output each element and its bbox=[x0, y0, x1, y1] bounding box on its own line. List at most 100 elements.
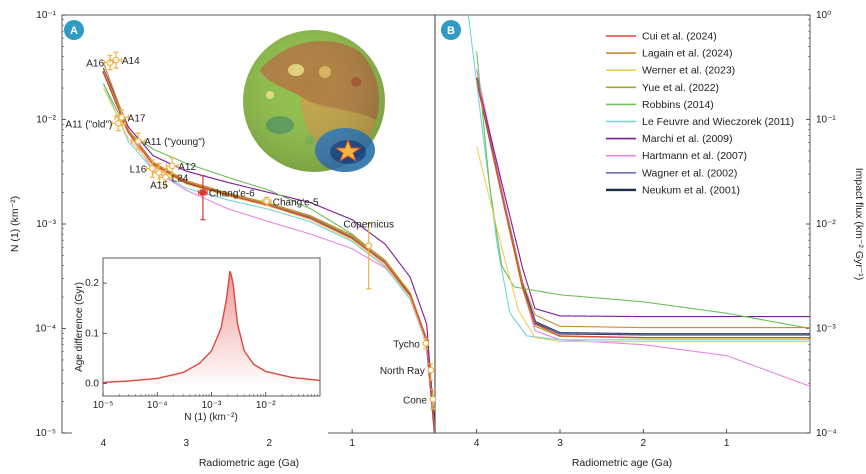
inset-y-tick-label: 0.2 bbox=[85, 278, 99, 289]
y-tick-label: 10⁻¹ bbox=[36, 10, 56, 21]
panel-a-plot: 4 3 2 1 10⁻¹ 10⁻² 10⁻³ 10⁻⁴ 10⁻⁵ A16 A14 A17 A11 ("o… bbox=[35, 10, 437, 449]
inset-xlabel: N (1) (km⁻²) bbox=[184, 412, 238, 423]
panel-b-plot: 4 3 2 1 10⁰ 10⁻¹ 10⁻² 10⁻³ 10⁻⁴ bbox=[467, 10, 837, 449]
legend-label: Yue et al. (2022) bbox=[642, 82, 719, 94]
legend-entry: Cui et al. (2024) bbox=[606, 31, 717, 43]
legend-label: Robbins (2014) bbox=[642, 99, 714, 111]
inset-x-tick-label: 10⁻² bbox=[256, 400, 276, 411]
calibration-label: A16 bbox=[86, 59, 104, 70]
calibration-label: Cone bbox=[403, 395, 427, 406]
x-tick-label: 2 bbox=[641, 438, 647, 449]
panel-a-ylabel: N (1) (km⁻²) bbox=[9, 196, 21, 252]
x-tick-label: 1 bbox=[724, 438, 730, 449]
calibration-point-chang-e-5: Chang'e-5 bbox=[261, 196, 319, 208]
calibration-point-tycho: Tycho bbox=[393, 338, 430, 350]
calibration-point-a14: A14 bbox=[109, 51, 140, 69]
calibration-point-cone: Cone bbox=[403, 389, 437, 410]
legend-entry: Hartmann et al. (2007) bbox=[606, 150, 747, 162]
x-tick-label: 3 bbox=[557, 438, 563, 449]
inset-y-tick-label: 0.1 bbox=[85, 328, 99, 339]
calibration-point-l16: L16 bbox=[130, 159, 159, 178]
x-tick-label: 3 bbox=[184, 438, 190, 449]
calibration-label: North Ray bbox=[380, 366, 425, 377]
y-tick-label: 10⁻³ bbox=[816, 324, 836, 335]
calibration-label: A15 bbox=[150, 181, 168, 192]
legend-label: Wagner et al. (2002) bbox=[642, 167, 737, 179]
calibration-label: A17 bbox=[128, 113, 146, 124]
y-tick-label: 10⁻⁴ bbox=[35, 324, 56, 335]
calibration-label: L24 bbox=[172, 173, 189, 184]
legend-label: Neukum et al. (2001) bbox=[642, 184, 740, 196]
series-line-werner-et-al-2023- bbox=[476, 146, 810, 343]
calibration-label: A12 bbox=[178, 162, 196, 173]
calibration-point-a15: A15 bbox=[150, 162, 168, 192]
inset-background bbox=[72, 250, 328, 438]
x-tick-label: 4 bbox=[474, 438, 480, 449]
panel-a-badge-label: A bbox=[70, 25, 78, 37]
calibration-point-copernicus: Copernicus bbox=[343, 220, 394, 290]
panel-a-xlabel: Radiometric age (Ga) bbox=[199, 457, 299, 469]
legend: Cui et al. (2024) Lagain et al. (2024) Wer… bbox=[600, 24, 800, 202]
inset-area bbox=[103, 271, 320, 384]
legend-entry: Robbins (2014) bbox=[606, 99, 714, 111]
legend-label: Cui et al. (2024) bbox=[642, 31, 717, 43]
series-line-robbins-2014- bbox=[476, 51, 810, 330]
inset-x-tick-label: 10⁻⁵ bbox=[93, 400, 114, 411]
calibration-point-a12: A12 bbox=[165, 157, 196, 175]
legend-entry: Neukum et al. (2001) bbox=[606, 184, 740, 196]
inset-series bbox=[103, 270, 320, 384]
legend-entry: Yue et al. (2022) bbox=[606, 82, 719, 94]
x-tick-label: 4 bbox=[101, 438, 107, 449]
inset-y-tick-label: 0.0 bbox=[85, 378, 99, 389]
legend-label: Hartmann et al. (2007) bbox=[642, 150, 747, 162]
legend-entry: Wagner et al. (2002) bbox=[606, 167, 737, 179]
series-line-lagain-et-al-2024- bbox=[476, 77, 810, 329]
series-group bbox=[467, 15, 810, 387]
y-tick-label: 10⁻⁴ bbox=[816, 428, 837, 439]
calibration-point-l24: L24 bbox=[159, 167, 189, 187]
calibration-point-a11-old-: A11 ("old") bbox=[65, 114, 126, 132]
legend-entry: Werner et al. (2023) bbox=[606, 65, 735, 77]
calibration-point-north-ray: North Ray bbox=[380, 363, 435, 381]
series-line-marchi-et-al-2009- bbox=[102, 67, 435, 433]
panel-b-badge bbox=[441, 20, 461, 40]
legend-entry: Lagain et al. (2024) bbox=[606, 48, 732, 60]
calibration-label: Chang'e-5 bbox=[273, 197, 319, 208]
calibration-label: Tycho bbox=[393, 339, 420, 350]
series-line-cui-et-al-2024- bbox=[476, 77, 810, 339]
calibration-point-a11-young-: A11 ("young") bbox=[131, 132, 205, 150]
panel-b-ylabel: Impact flux (km⁻² Gyr⁻¹) bbox=[853, 168, 865, 281]
calibration-label: Chang'e-6 bbox=[209, 189, 255, 200]
y-tick-label: 10⁻¹ bbox=[816, 115, 836, 126]
inset-plot: 10⁻⁵ 10⁻⁴ 10⁻³ 10⁻² 0.2 0.1 0.0 bbox=[85, 270, 320, 411]
legend-label: Lagain et al. (2024) bbox=[642, 48, 732, 60]
y-tick-label: 10⁻² bbox=[816, 219, 836, 230]
series-line-hartmann-et-al-2007- bbox=[476, 69, 810, 387]
calibration-points: A16 A14 A17 A11 ("old") A11 ("young") A12 L16 L… bbox=[65, 51, 437, 410]
panel-a-badge bbox=[64, 20, 84, 40]
calibration-label: A11 ("young") bbox=[144, 137, 205, 148]
inset-line bbox=[103, 270, 320, 384]
y-tick-label: 10⁻² bbox=[36, 115, 56, 126]
legend-label: Werner et al. (2023) bbox=[642, 65, 735, 77]
series-line-marchi-et-al-2009- bbox=[476, 77, 810, 318]
inset-x-tick-label: 10⁻⁴ bbox=[147, 400, 168, 411]
panel-b-badge-label: B bbox=[447, 25, 455, 37]
calibration-point-chang-e-6: Chang'e-6 bbox=[198, 175, 255, 221]
x-tick-label: 1 bbox=[349, 438, 355, 449]
calibration-label: Copernicus bbox=[343, 220, 394, 231]
calibration-label: A11 ("old") bbox=[65, 119, 112, 130]
y-tick-label: 10⁻³ bbox=[36, 219, 56, 230]
moon-globe-image bbox=[243, 30, 385, 172]
legend-label: Marchi et al. (2009) bbox=[642, 133, 732, 145]
calibration-label: A14 bbox=[122, 56, 140, 67]
series-line-le-feuvre-and-wieczorek-2011- bbox=[467, 15, 810, 341]
y-tick-label: 10⁻⁵ bbox=[35, 428, 56, 439]
inset-x-tick-label: 10⁻³ bbox=[202, 400, 222, 411]
panel-b-xlabel: Radiometric age (Ga) bbox=[572, 457, 672, 469]
inset-ylabel: Age difference (Gyr) bbox=[74, 282, 85, 372]
series-line-wagner-et-al-2002- bbox=[476, 77, 810, 335]
x-tick-label: 2 bbox=[266, 438, 272, 449]
legend-label: Le Feuvre and Wieczorek (2011) bbox=[642, 116, 794, 128]
